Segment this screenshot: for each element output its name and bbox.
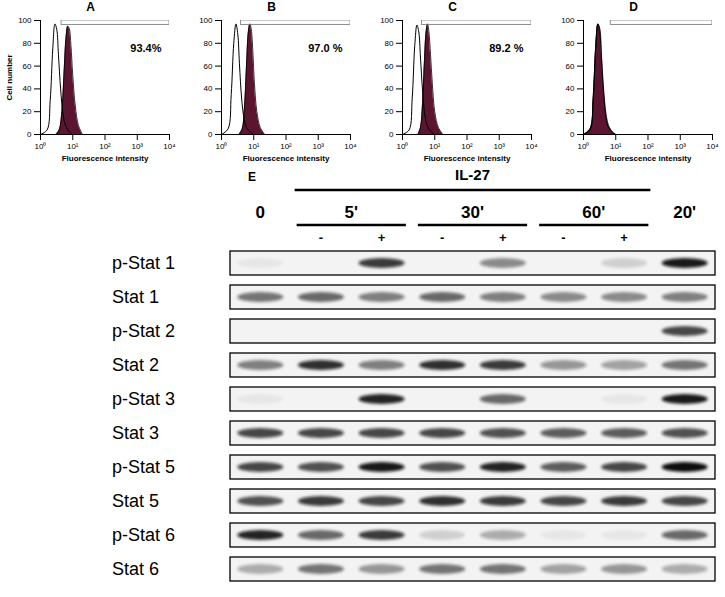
svg-text:20: 20 bbox=[385, 107, 394, 116]
html-text:C: C bbox=[448, 0, 457, 14]
html-text:A: A bbox=[86, 0, 95, 14]
svg-text:p-Stat 5: p-Stat 5 bbox=[112, 457, 175, 477]
svg-text:20: 20 bbox=[566, 107, 575, 116]
svg-text:10³: 10³ bbox=[674, 142, 686, 151]
svg-text:0: 0 bbox=[256, 203, 265, 222]
svg-text:10²: 10² bbox=[99, 142, 111, 151]
svg-text:p-Stat 3: p-Stat 3 bbox=[112, 389, 175, 409]
svg-text:40: 40 bbox=[23, 84, 32, 93]
svg-text:100: 100 bbox=[18, 16, 32, 25]
svg-text:+: + bbox=[620, 230, 628, 245]
svg-text:60: 60 bbox=[566, 62, 575, 71]
svg-text:40: 40 bbox=[204, 84, 213, 93]
svg-text:10¹: 10¹ bbox=[67, 142, 79, 151]
svg-text:60': 60' bbox=[582, 203, 605, 222]
svg-text:p-Stat 1: p-Stat 1 bbox=[112, 253, 175, 273]
svg-text:100: 100 bbox=[561, 16, 575, 25]
svg-text:Stat 1: Stat 1 bbox=[112, 287, 159, 307]
svg-text:20': 20' bbox=[673, 203, 696, 222]
svg-text:30': 30' bbox=[461, 203, 484, 222]
svg-text:60: 60 bbox=[23, 62, 32, 71]
svg-text:Stat 6: Stat 6 bbox=[112, 559, 159, 579]
html-text:D: D bbox=[629, 0, 638, 14]
svg-text:10³: 10³ bbox=[493, 142, 505, 151]
svg-text:Fluorescence intensity: Fluorescence intensity bbox=[424, 154, 511, 163]
svg-text:10⁰: 10⁰ bbox=[578, 142, 590, 151]
svg-text:20: 20 bbox=[23, 107, 32, 116]
svg-text:-: - bbox=[440, 230, 444, 245]
svg-text:10⁴: 10⁴ bbox=[706, 142, 719, 151]
svg-text:-: - bbox=[319, 230, 323, 245]
svg-text:40: 40 bbox=[385, 84, 394, 93]
svg-text:Stat 2: Stat 2 bbox=[112, 355, 159, 375]
svg-text:20: 20 bbox=[204, 107, 213, 116]
svg-text:10¹: 10¹ bbox=[248, 142, 260, 151]
svg-text:10⁰: 10⁰ bbox=[216, 142, 228, 151]
svg-text:10¹: 10¹ bbox=[429, 142, 441, 151]
svg-text:IL-27: IL-27 bbox=[455, 166, 490, 183]
svg-text:0: 0 bbox=[208, 130, 213, 139]
svg-text:89.2 %: 89.2 % bbox=[489, 42, 523, 54]
svg-text:10¹: 10¹ bbox=[610, 142, 622, 151]
svg-text:+: + bbox=[499, 230, 507, 245]
html-text:B: B bbox=[267, 0, 276, 14]
svg-text:5': 5' bbox=[345, 203, 359, 222]
svg-text:10²: 10² bbox=[642, 142, 654, 151]
svg-text:Cell number: Cell number bbox=[5, 54, 14, 100]
svg-text:60: 60 bbox=[385, 62, 394, 71]
svg-text:10²: 10² bbox=[280, 142, 292, 151]
svg-text:80: 80 bbox=[566, 39, 575, 48]
svg-text:E: E bbox=[248, 170, 256, 184]
svg-text:80: 80 bbox=[23, 39, 32, 48]
svg-text:10⁴: 10⁴ bbox=[344, 142, 357, 151]
svg-text:100: 100 bbox=[380, 16, 394, 25]
svg-text:10²: 10² bbox=[461, 142, 473, 151]
svg-text:10⁰: 10⁰ bbox=[397, 142, 409, 151]
svg-text:Fluorescence intensity: Fluorescence intensity bbox=[605, 154, 692, 163]
svg-text:97.0 %: 97.0 % bbox=[308, 42, 342, 54]
svg-text:+: + bbox=[378, 230, 386, 245]
svg-text:0: 0 bbox=[570, 130, 575, 139]
svg-text:0: 0 bbox=[27, 130, 32, 139]
svg-text:80: 80 bbox=[204, 39, 213, 48]
svg-text:80: 80 bbox=[385, 39, 394, 48]
svg-text:-: - bbox=[561, 230, 565, 245]
svg-text:Stat 5: Stat 5 bbox=[112, 491, 159, 511]
svg-text:93.4%: 93.4% bbox=[130, 42, 161, 54]
svg-text:40: 40 bbox=[566, 84, 575, 93]
svg-text:10³: 10³ bbox=[312, 142, 324, 151]
svg-text:10⁰: 10⁰ bbox=[35, 142, 47, 151]
svg-text:10³: 10³ bbox=[131, 142, 143, 151]
svg-text:Stat 3: Stat 3 bbox=[112, 423, 159, 443]
svg-text:100: 100 bbox=[199, 16, 213, 25]
svg-text:0: 0 bbox=[389, 130, 394, 139]
svg-text:Fluorescence intensity: Fluorescence intensity bbox=[62, 154, 149, 163]
svg-text:Fluorescence intensity: Fluorescence intensity bbox=[243, 154, 330, 163]
svg-text:10⁴: 10⁴ bbox=[525, 142, 538, 151]
svg-text:10⁴: 10⁴ bbox=[163, 142, 176, 151]
svg-text:p-Stat 2: p-Stat 2 bbox=[112, 321, 175, 341]
svg-text:p-Stat 6: p-Stat 6 bbox=[112, 525, 175, 545]
svg-text:60: 60 bbox=[204, 62, 213, 71]
